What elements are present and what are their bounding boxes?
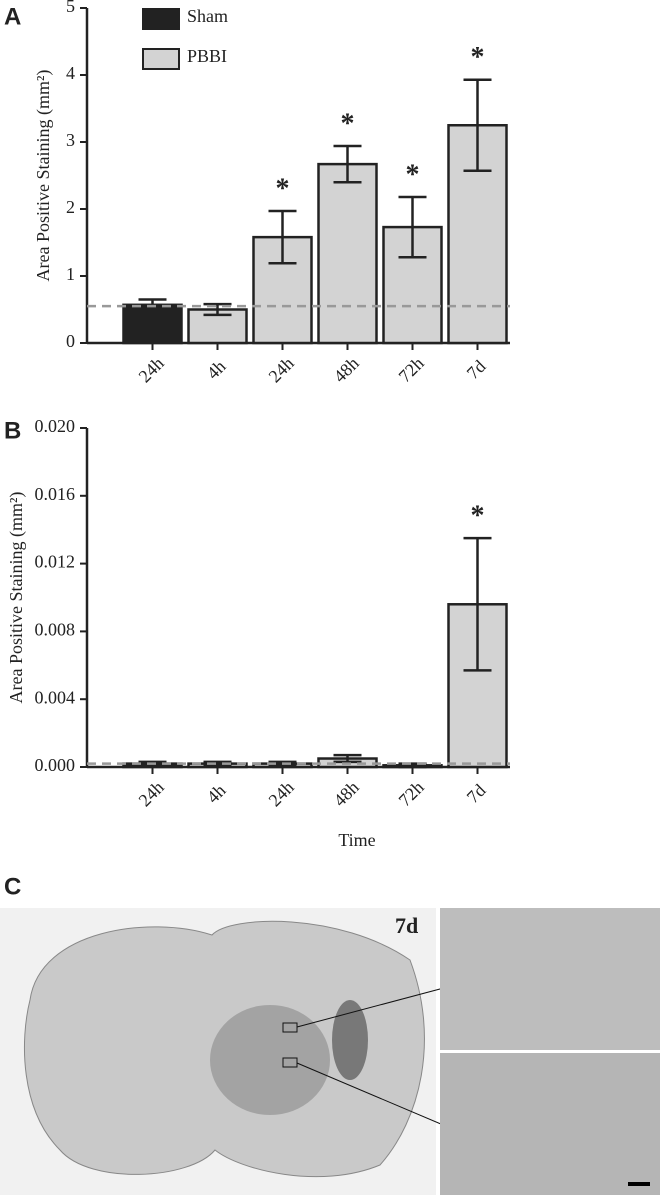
chart: A Area Positive Staining (mm²) 0 1 2 3 4 5 24h 4h… bbox=[4, 0, 510, 386]
y-axis-label: Area Positive Staining (mm²) bbox=[6, 492, 27, 704]
y-tick-label: 0.016 bbox=[35, 484, 76, 504]
arrow bbox=[296, 1062, 456, 1131]
y-tick-label: 0.004 bbox=[35, 687, 76, 707]
legend-swatch bbox=[142, 8, 180, 30]
x-tick-label: 4h bbox=[203, 356, 230, 383]
x-tick-label: 48h bbox=[330, 777, 363, 810]
lesion-core bbox=[332, 1000, 368, 1080]
micrograph bbox=[440, 1053, 660, 1195]
scale-bar bbox=[628, 1182, 650, 1186]
significance-marker: * bbox=[471, 42, 485, 73]
significance-marker: * bbox=[471, 501, 485, 532]
x-tick-label: 7d bbox=[463, 356, 490, 383]
significance-marker: * bbox=[276, 173, 290, 204]
legend-swatch bbox=[142, 48, 180, 70]
arrow bbox=[296, 984, 456, 1028]
panel-c: C 7d bbox=[0, 873, 660, 1195]
chart: B Area Positive Staining (mm²) 0.000 0.004 0… bbox=[4, 416, 510, 850]
x-tick-label: 7d bbox=[463, 780, 490, 807]
legend-label: PBBI bbox=[187, 46, 227, 66]
x-tick-label: 72h bbox=[395, 777, 428, 810]
significance-marker: * bbox=[406, 159, 420, 190]
y-tick-label: 1 bbox=[66, 264, 75, 284]
legend-label: Sham bbox=[187, 6, 228, 26]
roi-box bbox=[282, 1022, 298, 1033]
y-tick-label: 0 bbox=[66, 331, 75, 351]
y-tick-label: 5 bbox=[66, 0, 75, 16]
y-axis-label: Area Positive Staining (mm²) bbox=[33, 70, 54, 282]
y-tick-label: 0.008 bbox=[35, 620, 76, 640]
significance-marker: * bbox=[341, 108, 355, 139]
y-tick-label: 4 bbox=[66, 63, 75, 83]
x-tick-label: 4h bbox=[203, 780, 230, 807]
panel-label: C bbox=[4, 873, 21, 900]
lesion bbox=[210, 1005, 330, 1115]
y-tick-label: 0.000 bbox=[35, 755, 76, 775]
y-tick-label: 2 bbox=[66, 197, 75, 217]
time-annotation: 7d bbox=[395, 913, 418, 938]
y-tick-label: 3 bbox=[66, 130, 75, 150]
x-axis-label: Time bbox=[338, 830, 375, 850]
x-tick-label: 24h bbox=[265, 777, 298, 810]
x-tick-label: 72h bbox=[395, 353, 428, 386]
x-tick-label: 24h bbox=[265, 353, 298, 386]
x-tick-label: 24h bbox=[135, 777, 168, 810]
panel-label: B bbox=[4, 417, 21, 444]
x-tick-label: 24h bbox=[135, 353, 168, 386]
panel-label: A bbox=[4, 3, 21, 30]
y-tick-label: 0.020 bbox=[35, 416, 76, 436]
y-tick-label: 0.012 bbox=[35, 552, 76, 572]
bar bbox=[317, 162, 378, 345]
micrograph bbox=[440, 908, 660, 1050]
x-tick-label: 48h bbox=[330, 353, 363, 386]
roi-box bbox=[282, 1057, 298, 1068]
